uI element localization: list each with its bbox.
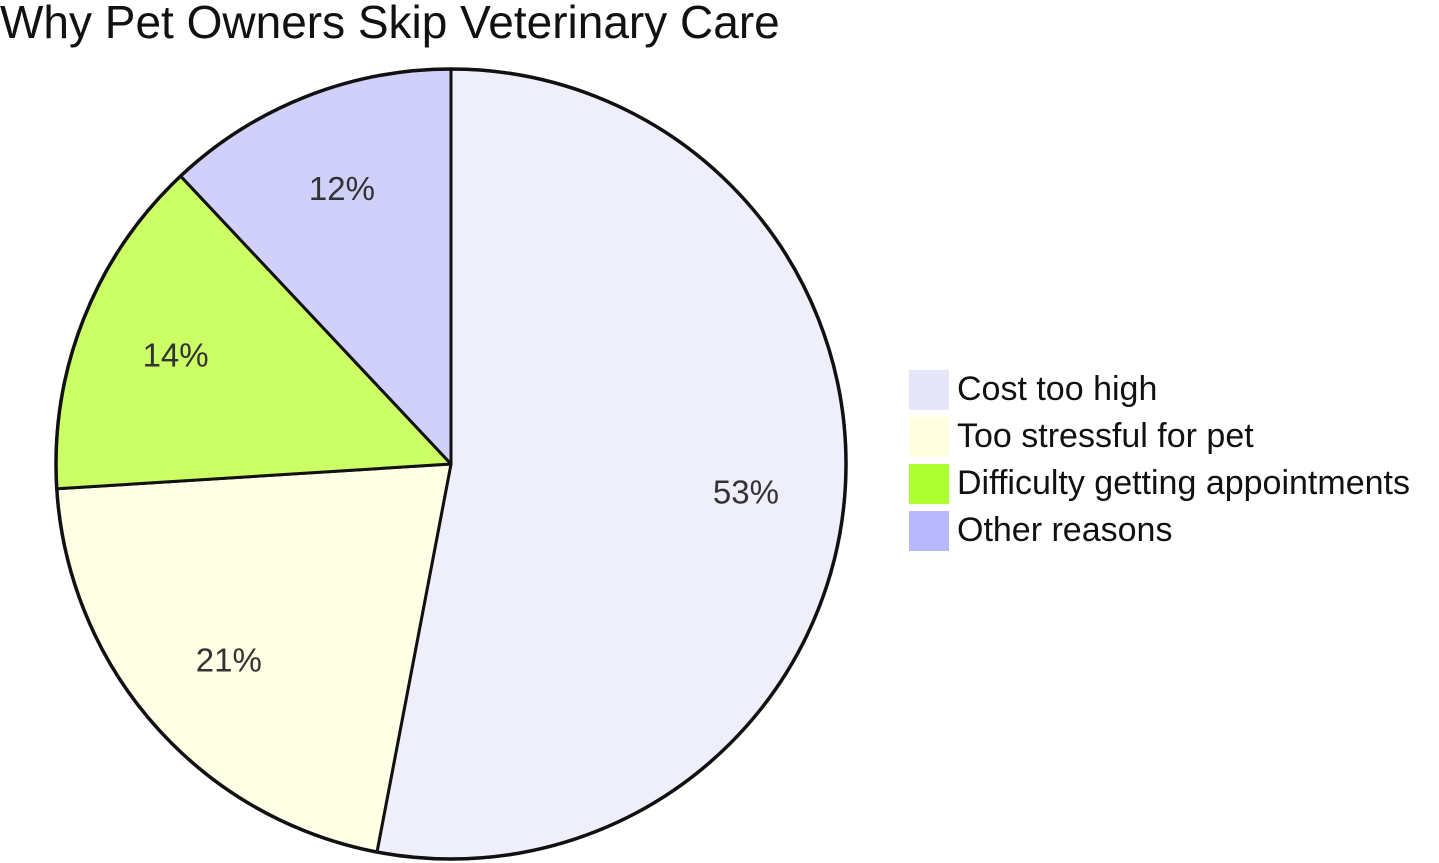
chart-title: Why Pet Owners Skip Veterinary Care — [0, 0, 780, 48]
legend-label: Other reasons — [957, 511, 1173, 549]
legend-item: Too stressful for pet — [909, 413, 1410, 460]
pie-slices — [54, 67, 848, 861]
legend: Cost too high Too stressful for pet Diffic… — [909, 366, 1410, 554]
legend-swatch — [909, 510, 949, 551]
slice-value-label: 53% — [713, 473, 779, 510]
pie-chart: 53% 21% 14% 12% — [54, 67, 848, 861]
slice-value-label: 14% — [143, 336, 209, 373]
legend-item: Difficulty getting appointments — [909, 460, 1410, 507]
legend-swatch — [909, 463, 949, 504]
legend-label: Too stressful for pet — [957, 417, 1254, 455]
legend-item: Cost too high — [909, 366, 1410, 413]
pie-outline — [54, 67, 848, 861]
legend-swatch — [909, 369, 949, 410]
pie-slice-labels: 53% 21% 14% 12% — [143, 170, 779, 678]
legend-label: Difficulty getting appointments — [957, 464, 1410, 502]
legend-swatch — [909, 416, 949, 457]
slice-value-label: 12% — [309, 170, 375, 207]
legend-item: Other reasons — [909, 507, 1410, 554]
slice-value-label: 21% — [196, 641, 262, 678]
legend-label: Cost too high — [957, 370, 1158, 408]
